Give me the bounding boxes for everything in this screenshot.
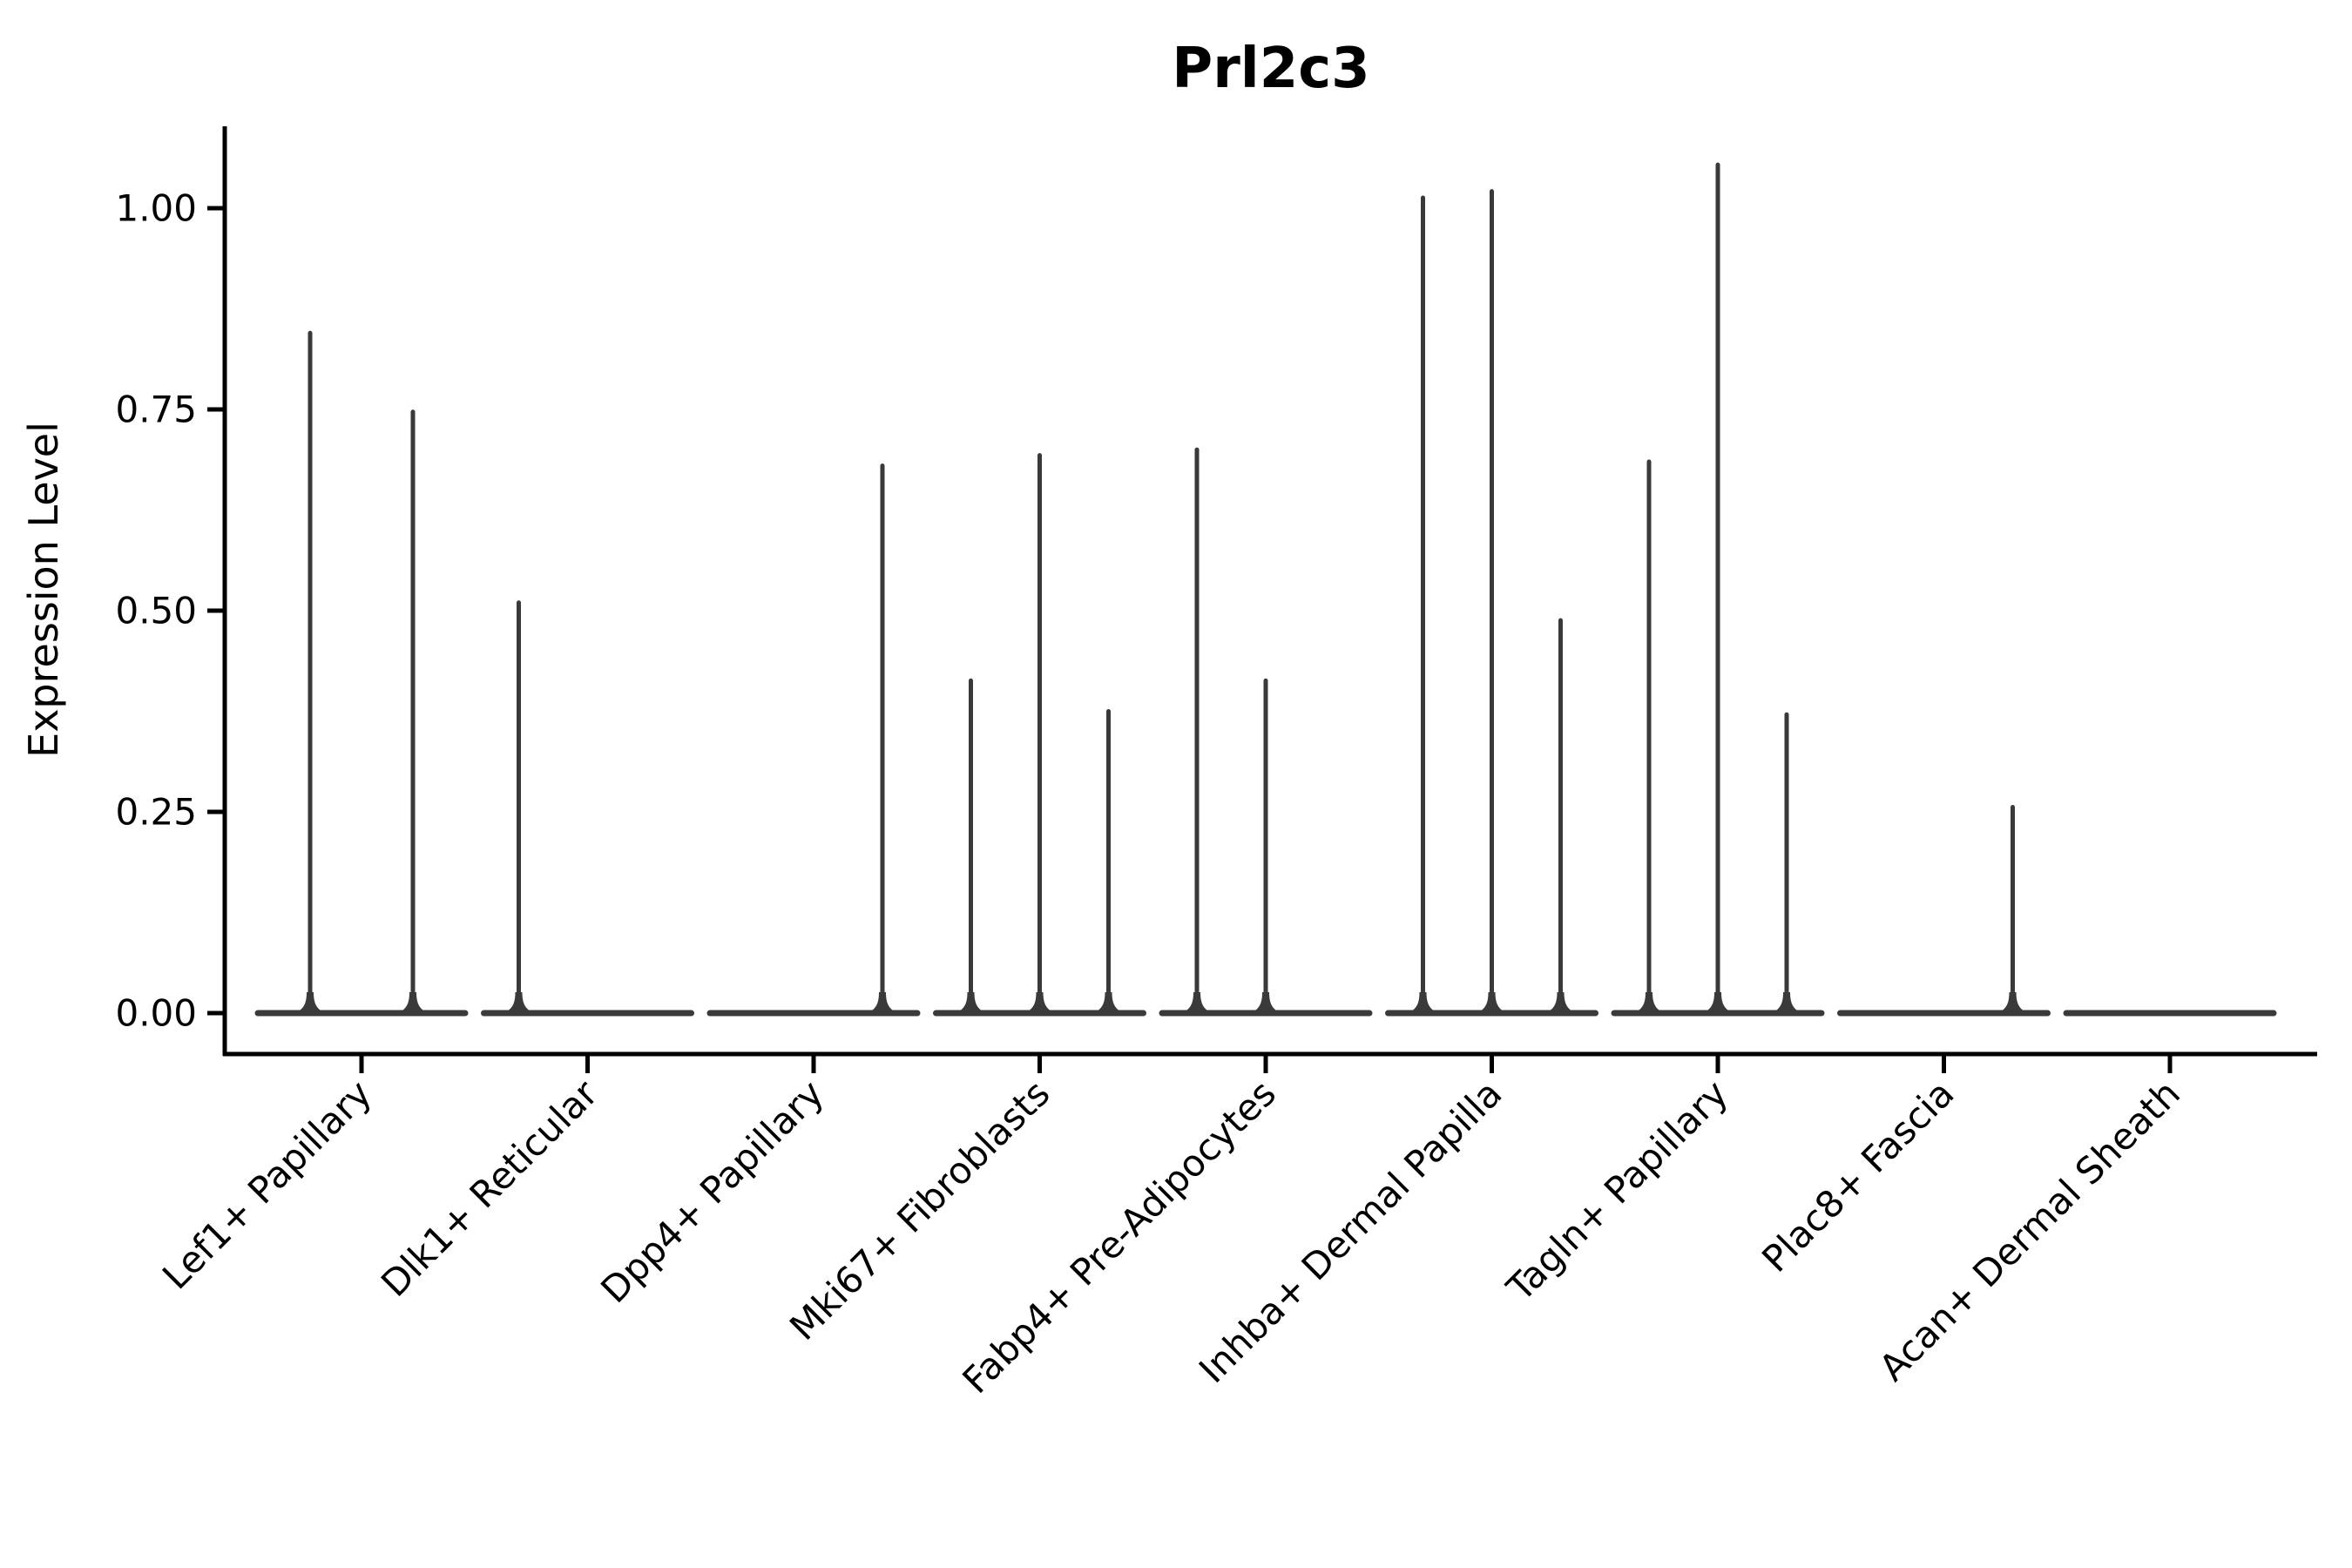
x-tick-label: Plac8+ Fascia bbox=[1754, 1071, 1962, 1280]
x-tick-label: Mki67+ Fibroblasts bbox=[781, 1071, 1058, 1348]
chart-title: Prl2c3 bbox=[1172, 37, 1369, 101]
y-tick-label: 0.00 bbox=[115, 992, 197, 1035]
x-tick-label: Tagln+ Papillary bbox=[1498, 1071, 1736, 1309]
x-tick-label: Lef1+ Papillary bbox=[154, 1071, 380, 1297]
x-tick-label: Dlk1+ Reticular bbox=[373, 1071, 606, 1305]
y-axis-ticks: 0.00 0.25 0.50 0.75 1.00 bbox=[115, 187, 225, 1035]
y-tick-label: 0.75 bbox=[115, 389, 197, 431]
y-axis-label: Expression Level bbox=[20, 422, 67, 758]
x-tick-label: Dpp4+ Papillary bbox=[592, 1071, 832, 1311]
y-tick-label: 0.50 bbox=[115, 590, 197, 632]
y-tick-label: 0.25 bbox=[115, 791, 197, 834]
y-tick-label: 1.00 bbox=[115, 187, 197, 230]
violins-layer bbox=[254, 162, 2277, 1017]
